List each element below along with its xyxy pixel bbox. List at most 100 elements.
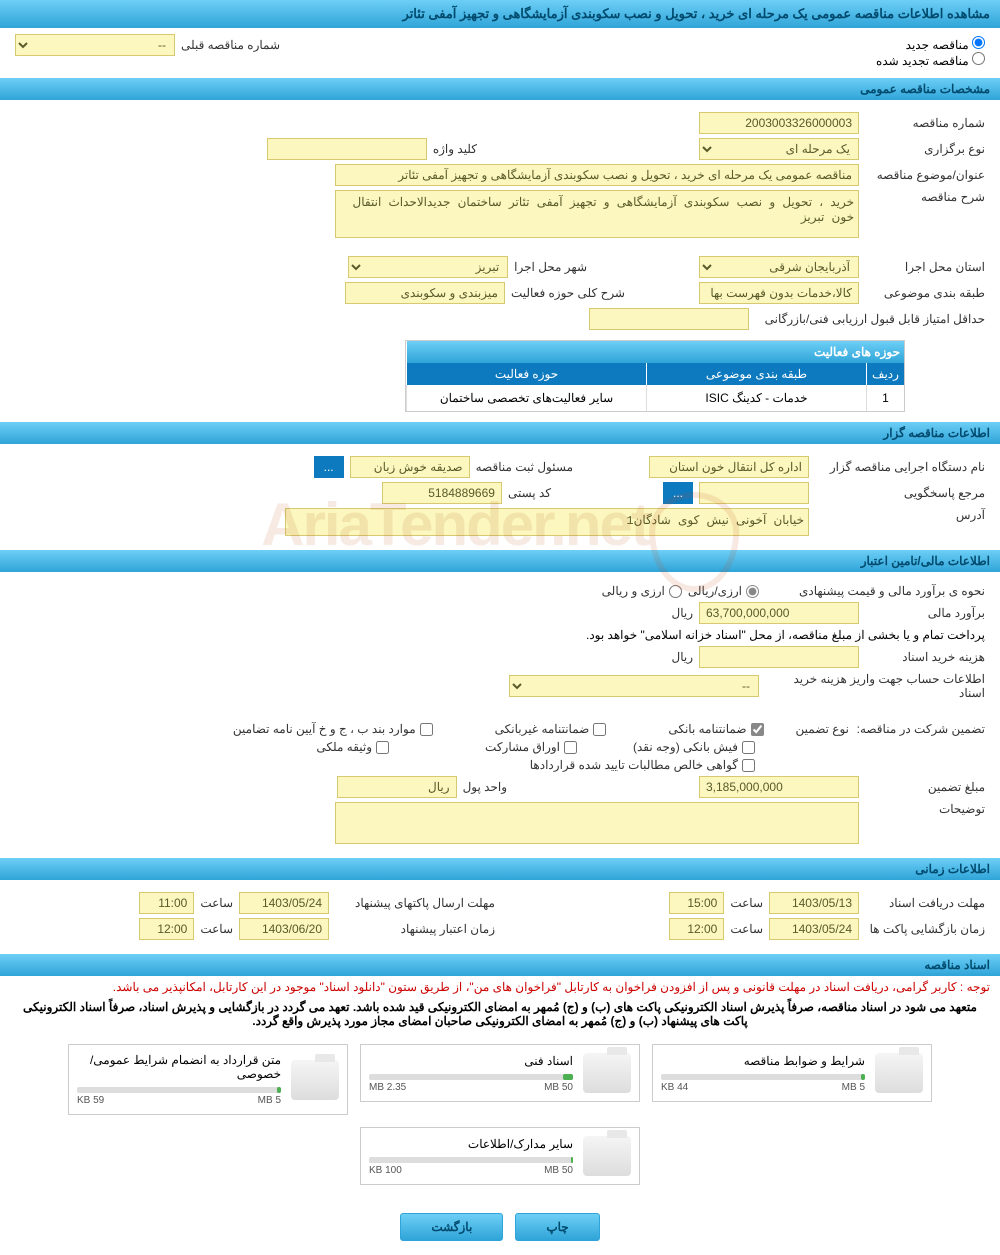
g6-option[interactable]: وثیقه ملکی: [316, 740, 389, 754]
subject-field: [335, 164, 859, 186]
keyword-field[interactable]: [267, 138, 427, 160]
back-button[interactable]: بازگشت: [400, 1213, 503, 1241]
city-select[interactable]: تبریز: [348, 256, 508, 278]
contact-more-button[interactable]: ...: [663, 482, 693, 504]
address-label: آدرس: [815, 508, 985, 522]
currency-option[interactable]: ارزی و ریالی: [602, 584, 682, 598]
open-time[interactable]: [669, 918, 724, 940]
g3-label: موارد بند ب ، ج و خ آیین نامه تضامین: [233, 722, 416, 736]
estimate-unit: ریال: [671, 606, 693, 620]
rial-radio[interactable]: [746, 585, 759, 598]
g6-label: وثیقه ملکی: [316, 740, 372, 754]
activity-row: 1 خدمات - کدینگ ISIC سایر فعالیت‌های تخص…: [406, 385, 904, 411]
file-total: 50 MB: [544, 1165, 573, 1176]
col-row-header: ردیف: [866, 363, 904, 385]
prev-number-label: شماره مناقصه قبلی: [181, 38, 280, 52]
guarantee-amount-label: مبلغ تضمین: [865, 780, 985, 794]
status-renewed-label: مناقصه تجدید شده: [876, 54, 969, 68]
method-label: نحوه ی برآورد مالی و قیمت پیشنهادی: [765, 584, 985, 598]
doc-fee-label: هزینه خرید اسناد: [865, 650, 985, 664]
currency-radio[interactable]: [669, 585, 682, 598]
reg-officer-more-button[interactable]: ...: [314, 456, 344, 478]
g7-check[interactable]: [742, 759, 755, 772]
status-new-radio[interactable]: [972, 36, 985, 49]
row-number: 1: [866, 385, 904, 411]
account-info-label: اطلاعات حساب جهت واریز هزینه خرید اسناد: [765, 672, 985, 700]
time-label-1: ساعت: [730, 896, 763, 910]
section-organizer: اطلاعات مناقصه گزار: [0, 422, 1000, 444]
open-label: زمان بازگشایی پاکت ها: [865, 922, 985, 936]
open-date[interactable]: [769, 918, 859, 940]
g3-check[interactable]: [420, 723, 433, 736]
type-select[interactable]: یک مرحله ای: [699, 138, 859, 160]
file-tile[interactable]: شرایط و ضوابط مناقصه5 MB44 KB: [652, 1044, 932, 1102]
city-label: شهر محل اجرا: [514, 260, 587, 274]
file-used: 59 KB: [77, 1095, 104, 1106]
section-documents: اسناد مناقصه: [0, 954, 1000, 976]
type-label: نوع برگزاری: [865, 142, 985, 156]
receive-time[interactable]: [669, 892, 724, 914]
file-used: 100 KB: [369, 1165, 402, 1176]
province-select[interactable]: آذربایجان شرقی: [699, 256, 859, 278]
file-used: 44 KB: [661, 1082, 688, 1093]
g7-label: گواهی خالص مطالبات تایید شده قراردادها: [530, 758, 738, 772]
postal-field: [382, 482, 502, 504]
notes-field[interactable]: [335, 802, 859, 844]
notice-red: توجه : کاربر گرامی، دریافت اسناد در مهلت…: [0, 976, 1000, 998]
g4-check[interactable]: [742, 741, 755, 754]
status-renewed-radio[interactable]: [972, 52, 985, 65]
g1-check[interactable]: [751, 723, 764, 736]
address-field: خیابان آخونی نیش کوی شادگان1: [285, 508, 809, 536]
status-new-option[interactable]: مناقصه جدید: [906, 36, 985, 52]
currency-label: ارزی و ریالی: [602, 584, 665, 598]
g1-option[interactable]: ضمانتنامه بانکی: [668, 722, 763, 736]
rial-option[interactable]: ارزی/ریالی: [688, 584, 759, 598]
file-tile[interactable]: سایر مدارک/اطلاعات50 MB100 KB: [360, 1127, 640, 1185]
file-tile[interactable]: اسناد فنی50 MB2.35 MB: [360, 1044, 640, 1102]
g2-check[interactable]: [593, 723, 606, 736]
keyword-label: کلید واژه: [433, 142, 477, 156]
g7-option[interactable]: گواهی خالص مطالبات تایید شده قراردادها: [530, 758, 755, 772]
guarantee-label: تضمین شرکت در مناقصه:: [855, 722, 985, 736]
activity-scope-field: [345, 282, 505, 304]
g6-check[interactable]: [376, 741, 389, 754]
activity-scope-label: شرح کلی حوزه فعالیت: [511, 286, 625, 300]
reg-officer-label: مسئول ثبت مناقصه: [476, 460, 573, 474]
row-activity: سایر فعالیت‌های تخصصی ساختمان: [406, 385, 646, 411]
folder-icon: [291, 1060, 339, 1100]
notes-label: توضیحات: [865, 802, 985, 816]
send-date[interactable]: [239, 892, 329, 914]
notice-bold: متعهد می شود در اسناد مناقصه، صرفاً پذیر…: [0, 998, 1000, 1030]
file-tile[interactable]: متن قرارداد به انضمام شرایط عمومی/خصوصی5…: [68, 1044, 348, 1115]
reg-officer-field: [350, 456, 470, 478]
print-button[interactable]: چاپ: [515, 1213, 599, 1241]
guarantee-amount-field: [699, 776, 859, 798]
account-select[interactable]: --: [509, 675, 759, 697]
col-activity-header: حوزه فعالیت: [406, 363, 646, 385]
g3-option[interactable]: موارد بند ب ، ج و خ آیین نامه تضامین: [233, 722, 433, 736]
activity-areas-table: حوزه های فعالیت ردیف طبقه بندی موضوعی حو…: [405, 340, 905, 412]
file-total: 50 MB: [544, 1082, 573, 1093]
description-field: خرید ، تحویل و نصب سکوبندی آزمایشگاهی و …: [335, 190, 859, 238]
guarantee-type-label: نوع تضمین: [796, 722, 849, 736]
g5-option[interactable]: اوراق مشارکت: [485, 740, 577, 754]
g2-option[interactable]: ضمانتنامه غیربانکی: [495, 722, 607, 736]
col-category-header: طبقه بندی موضوعی: [646, 363, 866, 385]
g4-option[interactable]: فیش بانکی (وجه نقد): [633, 740, 755, 754]
status-renewed-option[interactable]: مناقصه تجدید شده: [876, 52, 985, 68]
file-total: 5 MB: [258, 1095, 281, 1106]
min-score-label: حداقل امتیاز قابل قبول ارزیابی فنی/بازرگ…: [755, 312, 985, 326]
prev-number-select[interactable]: --: [15, 34, 175, 56]
validity-date[interactable]: [239, 918, 329, 940]
doc-fee-field[interactable]: [699, 646, 859, 668]
g5-check[interactable]: [564, 741, 577, 754]
tender-number-field: [699, 112, 859, 134]
rial-label: ارزی/ریالی: [688, 584, 742, 598]
validity-time[interactable]: [139, 918, 194, 940]
send-time[interactable]: [139, 892, 194, 914]
row-category: خدمات - کدینگ ISIC: [646, 385, 866, 411]
file-name: اسناد فنی: [369, 1054, 573, 1068]
min-score-field[interactable]: [589, 308, 749, 330]
receive-date[interactable]: [769, 892, 859, 914]
contact-field[interactable]: [699, 482, 809, 504]
